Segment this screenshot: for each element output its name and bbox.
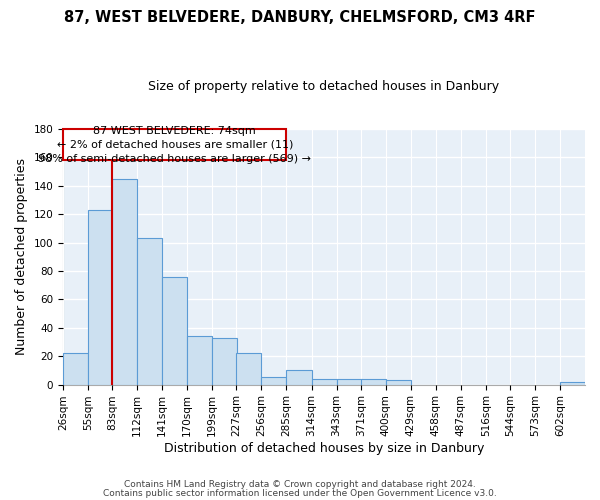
Bar <box>88 210 113 384</box>
Bar <box>63 129 286 160</box>
Bar <box>236 354 262 384</box>
Text: Contains HM Land Registry data © Crown copyright and database right 2024.: Contains HM Land Registry data © Crown c… <box>124 480 476 489</box>
Bar <box>162 276 187 384</box>
Title: Size of property relative to detached houses in Danbury: Size of property relative to detached ho… <box>148 80 500 93</box>
Bar <box>137 238 162 384</box>
Bar <box>212 338 238 384</box>
Bar <box>560 382 585 384</box>
Bar <box>63 354 88 384</box>
X-axis label: Distribution of detached houses by size in Danbury: Distribution of detached houses by size … <box>164 442 484 455</box>
Text: 87, WEST BELVEDERE, DANBURY, CHELMSFORD, CM3 4RF: 87, WEST BELVEDERE, DANBURY, CHELMSFORD,… <box>64 10 536 25</box>
Bar <box>361 379 386 384</box>
Bar <box>286 370 311 384</box>
Text: 87 WEST BELVEDERE: 74sqm
← 2% of detached houses are smaller (11)
98% of semi-de: 87 WEST BELVEDERE: 74sqm ← 2% of detache… <box>38 126 311 164</box>
Y-axis label: Number of detached properties: Number of detached properties <box>15 158 28 355</box>
Bar <box>262 378 286 384</box>
Bar <box>337 379 362 384</box>
Bar <box>311 379 337 384</box>
Bar <box>187 336 212 384</box>
Bar <box>112 178 137 384</box>
Text: Contains public sector information licensed under the Open Government Licence v3: Contains public sector information licen… <box>103 489 497 498</box>
Bar <box>386 380 411 384</box>
